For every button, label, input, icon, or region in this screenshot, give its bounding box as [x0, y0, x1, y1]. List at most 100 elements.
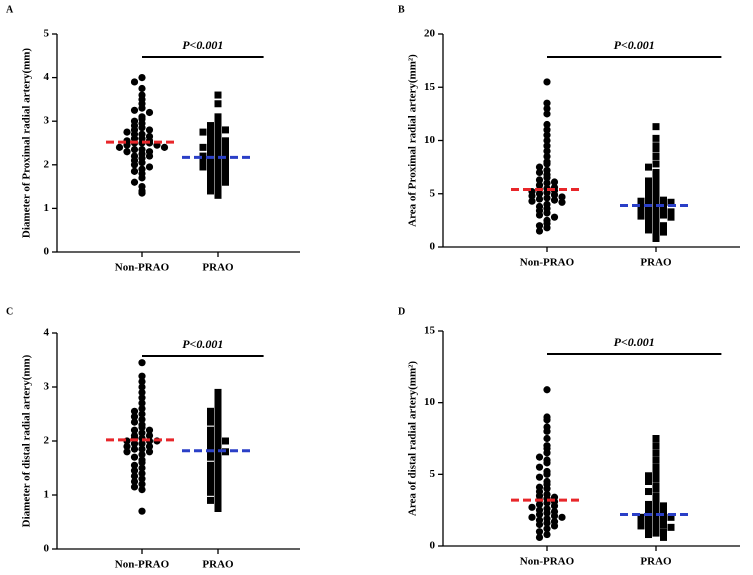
data-point	[222, 137, 229, 145]
data-point	[652, 209, 660, 217]
data-point	[138, 429, 146, 437]
data-point	[667, 208, 675, 216]
x-tick-label: Non-PRAO	[520, 556, 575, 568]
data-point	[535, 453, 544, 461]
y-tick-label: 0	[430, 540, 436, 552]
data-point	[652, 234, 660, 242]
significance-label: P<0.001	[182, 38, 223, 52]
data-point	[138, 372, 146, 380]
y-tick-label: 10	[424, 134, 436, 146]
data-point	[667, 523, 675, 531]
data-point	[645, 205, 652, 213]
data-point	[138, 394, 146, 402]
y-tick-label: 4	[44, 327, 50, 339]
data-point	[214, 124, 222, 132]
data-point	[543, 194, 551, 202]
data-point	[138, 124, 146, 132]
data-point	[130, 426, 139, 434]
data-point	[123, 148, 131, 156]
data-point	[138, 84, 146, 93]
data-point	[138, 440, 146, 448]
data-point	[138, 399, 146, 407]
data-point	[138, 74, 146, 82]
data-point	[130, 106, 139, 114]
data-point	[138, 405, 146, 413]
data-point	[535, 510, 544, 519]
data-point	[660, 502, 667, 510]
data-point	[645, 488, 652, 496]
data-point	[637, 197, 645, 205]
data-point	[214, 434, 222, 442]
panel-label: B	[398, 4, 405, 15]
data-point	[130, 467, 139, 475]
data-point	[199, 163, 207, 171]
data-point	[130, 445, 139, 453]
data-point	[207, 453, 214, 461]
data-point	[207, 148, 214, 156]
data-point	[543, 416, 551, 424]
data-point	[543, 120, 551, 129]
data-point	[535, 168, 544, 177]
data-point	[543, 152, 551, 161]
data-point	[214, 475, 222, 483]
data-point	[535, 528, 544, 536]
data-point	[543, 449, 551, 457]
data-point	[214, 469, 222, 477]
data-point	[528, 513, 536, 521]
data-point	[145, 448, 154, 456]
data-point	[138, 104, 146, 112]
x-tick-label: Non-PRAO	[115, 559, 170, 571]
data-point	[145, 126, 154, 134]
y-tick-label: 15	[424, 325, 436, 337]
data-point	[199, 152, 207, 160]
data-point	[652, 168, 660, 176]
data-point	[130, 453, 139, 461]
y-tick-label: 0	[44, 246, 50, 258]
data-point	[214, 505, 222, 512]
data-point	[214, 170, 222, 178]
data-point	[214, 410, 222, 418]
data-point	[660, 206, 667, 214]
data-point	[214, 100, 222, 108]
data-point	[222, 161, 229, 169]
y-tick-label: 4	[44, 71, 50, 83]
data-point	[130, 483, 139, 491]
data-point	[645, 531, 652, 539]
data-point	[138, 486, 146, 494]
data-point	[543, 519, 551, 527]
data-point	[652, 529, 660, 537]
data-point	[130, 407, 139, 415]
data-point	[543, 509, 551, 517]
x-tick-label: Non-PRAO	[520, 257, 575, 269]
data-point	[660, 508, 667, 516]
data-point	[130, 161, 139, 169]
data-point	[214, 119, 222, 127]
panel-label: A	[6, 4, 14, 15]
data-point	[652, 190, 660, 198]
data-point	[145, 426, 154, 434]
data-point	[528, 197, 536, 205]
data-point	[207, 472, 214, 480]
data-point	[214, 424, 222, 431]
data-point	[138, 378, 146, 386]
data-point	[207, 432, 214, 440]
data-point	[652, 204, 660, 212]
data-point	[222, 437, 229, 445]
data-point	[214, 146, 222, 154]
data-point	[543, 525, 551, 533]
data-point	[652, 519, 660, 527]
data-point	[138, 480, 146, 488]
data-point	[207, 176, 214, 184]
data-point	[214, 139, 222, 147]
data-point	[543, 99, 551, 107]
y-tick-label: 3	[44, 115, 50, 127]
data-point	[130, 418, 139, 426]
data-point	[637, 212, 645, 220]
y-tick-label: 0	[44, 543, 50, 555]
data-point	[543, 160, 551, 168]
data-point	[123, 442, 131, 450]
data-point	[543, 434, 551, 443]
data-point	[214, 415, 222, 423]
data-point	[199, 143, 207, 151]
data-point	[645, 181, 652, 189]
